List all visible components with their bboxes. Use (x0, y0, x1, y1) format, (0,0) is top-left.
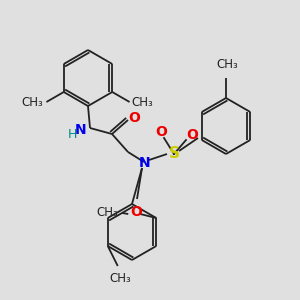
Text: N: N (75, 123, 87, 137)
Text: O: O (128, 111, 140, 125)
Text: S: S (169, 146, 179, 161)
Text: H: H (67, 128, 77, 140)
Text: O: O (186, 128, 198, 142)
Text: CH₃: CH₃ (109, 272, 130, 285)
Text: O: O (130, 205, 142, 219)
Text: CH₃: CH₃ (97, 206, 118, 218)
Text: O: O (155, 125, 167, 139)
Text: CH₃: CH₃ (216, 58, 238, 71)
Text: CH₃: CH₃ (22, 95, 44, 109)
Text: CH₃: CH₃ (132, 95, 153, 109)
Text: N: N (139, 156, 151, 170)
